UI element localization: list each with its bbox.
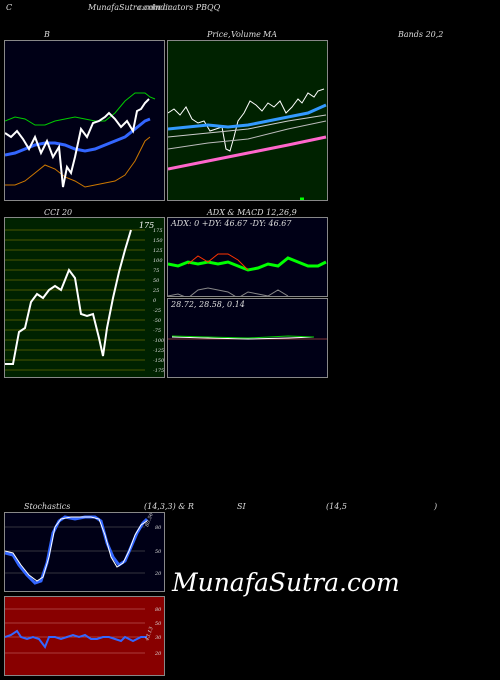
bands-label: B (44, 30, 50, 39)
svg-text:50: 50 (155, 621, 162, 627)
svg-text:-25: -25 (153, 308, 161, 314)
svg-text:20: 20 (154, 571, 162, 577)
price-label: Price, (207, 30, 231, 39)
rsi-line (5, 629, 147, 650)
macd-chart (168, 335, 327, 340)
svg-text:30: 30 (155, 635, 162, 641)
header-left: C (6, 3, 13, 12)
stoch-grid (5, 526, 145, 574)
header-subtitle: Indicators PBQQ (152, 3, 221, 12)
price-line (5, 98, 150, 188)
svg-text:125: 125 (153, 248, 163, 254)
header-overlap: common (138, 3, 173, 12)
adx-minus (187, 253, 249, 271)
svg-text:75: 75 (153, 268, 159, 274)
cci-line (5, 229, 132, 365)
stoch-label: Stochastics (24, 502, 71, 511)
adx-values: ADX: 0 +DY: 46.67 -DY: 46.67 (171, 219, 292, 228)
adx-panel: ADX: 0 +DY: 46.67 -DY: 46.67 (167, 217, 328, 297)
rsi-label: SI (237, 502, 246, 511)
svg-text:-50: -50 (153, 318, 162, 324)
svg-text:50: 50 (155, 549, 162, 555)
svg-text:-125: -125 (153, 348, 164, 354)
svg-text:50: 50 (153, 278, 160, 284)
price-chart (168, 88, 327, 200)
macd-signal (171, 335, 315, 339)
bands-title: Bands 20,2 (398, 30, 444, 39)
stoch-params: (14,3,3) & R (144, 502, 194, 511)
stoch-d (5, 516, 148, 582)
ma-white-1 (168, 114, 327, 138)
stoch-panel: 80 50 20 80.56 (4, 512, 165, 592)
stoch-ticks: 80 50 20 (154, 525, 162, 577)
svg-text:0: 0 (153, 298, 157, 304)
ma-pink (168, 135, 327, 171)
cci-last: 175 (139, 221, 154, 230)
adx-line (168, 287, 289, 296)
svg-text:-100: -100 (153, 338, 164, 344)
bollinger-panel (4, 40, 165, 201)
ma-white-2 (168, 120, 327, 150)
cci-panel: 175 150 125 100 75 50 25 0 -25 -50 -75 -100 -125… (4, 217, 165, 378)
rsi-params: (14,5 (326, 502, 347, 511)
header-title: MunafaSutra.com (88, 3, 161, 12)
rsi-last: 43.13 (144, 626, 155, 642)
svg-text:175: 175 (153, 228, 163, 234)
adx-chart (168, 253, 327, 296)
svg-text:-150: -150 (153, 358, 164, 364)
rsi-panel: 80 50 30 20 43.13 (4, 596, 165, 676)
cci-ticks: 175 150 125 100 75 50 25 0 -25 -50 -75 -100 -125… (152, 228, 164, 374)
cci-label: CCI 20 (44, 208, 73, 217)
ma-label: MA (263, 30, 277, 39)
price-line (168, 88, 325, 152)
watermark: MunafaSutra.com (172, 568, 400, 597)
svg-text:-75: -75 (153, 328, 161, 334)
price-panel (167, 40, 328, 201)
lower-band (5, 136, 151, 188)
ma-blue (168, 103, 327, 131)
volume-label: Volume (231, 30, 261, 39)
svg-text:150: 150 (153, 238, 163, 244)
svg-text:25: 25 (152, 288, 159, 294)
macd-line (171, 336, 315, 340)
rsi-chart: 80 50 30 20 43.13 (5, 607, 162, 657)
rsi-close: ) (434, 502, 438, 511)
adx-macd-label: ADX & MACD 12,26,9 (207, 208, 297, 217)
rsi-grid (5, 608, 145, 654)
cci-grid (5, 229, 145, 371)
rsi-ticks: 80 50 30 20 (154, 607, 162, 657)
svg-text:20: 20 (154, 651, 162, 657)
stoch-last: 80.56 (144, 513, 155, 528)
adx-plus (168, 256, 327, 272)
stoch-chart: 80 50 20 80.56 (5, 513, 162, 585)
svg-text:80: 80 (155, 525, 162, 531)
macd-panel: 28.72, 28.58, 0.14 (167, 298, 328, 378)
svg-text:-175: -175 (153, 368, 164, 374)
cci-chart: 175 150 125 100 75 50 25 0 -25 -50 -75 -100 -125… (5, 221, 164, 374)
upper-band (5, 92, 156, 126)
bollinger-chart (5, 92, 156, 188)
svg-text:80: 80 (155, 607, 162, 613)
svg-text:100: 100 (153, 258, 163, 264)
macd-values: 28.72, 28.58, 0.14 (171, 300, 245, 309)
